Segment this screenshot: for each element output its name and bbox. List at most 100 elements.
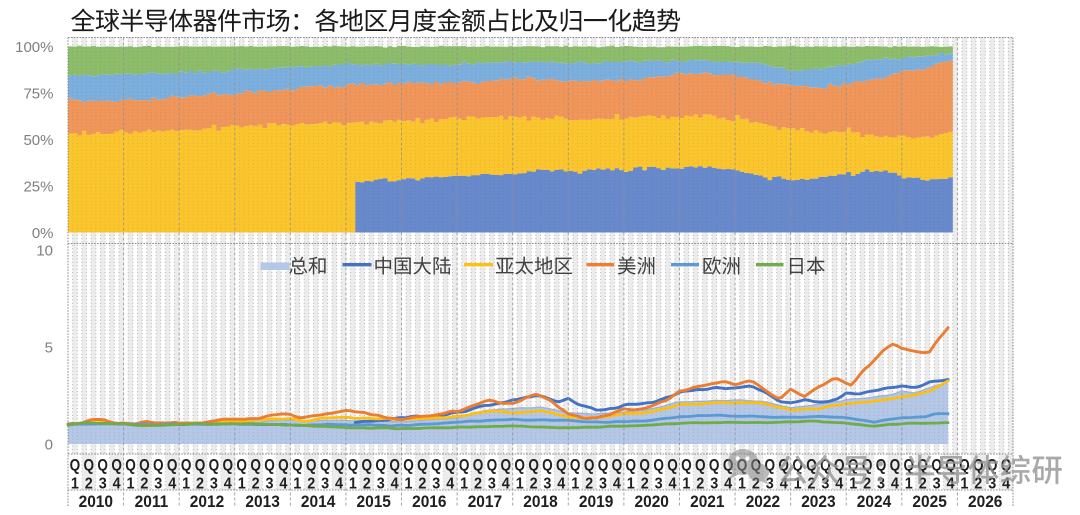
- svg-text:Q: Q: [765, 456, 776, 475]
- svg-text:3: 3: [265, 475, 273, 493]
- svg-text:2: 2: [696, 475, 704, 493]
- svg-text:Q: Q: [848, 456, 859, 475]
- svg-text:2: 2: [585, 475, 593, 493]
- svg-text:2: 2: [919, 475, 927, 493]
- svg-text:Q: Q: [97, 456, 108, 475]
- svg-text:4: 4: [168, 475, 177, 493]
- svg-text:Q: Q: [626, 456, 637, 475]
- svg-text:Q: Q: [501, 456, 512, 475]
- svg-text:Q: Q: [195, 456, 206, 475]
- svg-text:3: 3: [543, 475, 551, 493]
- svg-text:Q: Q: [389, 456, 400, 475]
- svg-text:3: 3: [877, 475, 885, 493]
- svg-text:Q: Q: [153, 456, 164, 475]
- svg-text:Q: Q: [681, 456, 692, 475]
- svg-text:3: 3: [377, 475, 385, 493]
- svg-text:Q: Q: [320, 456, 331, 475]
- svg-text:1: 1: [460, 475, 468, 493]
- svg-text:75%: 75%: [23, 85, 53, 102]
- svg-text:50%: 50%: [23, 132, 53, 149]
- svg-text:10: 10: [36, 242, 53, 259]
- svg-text:2014: 2014: [301, 494, 336, 510]
- svg-text:Q: Q: [236, 456, 247, 475]
- svg-text:Q: Q: [250, 456, 261, 475]
- svg-text:2: 2: [140, 475, 148, 493]
- svg-text:1: 1: [516, 475, 524, 493]
- svg-text:Q: Q: [931, 456, 942, 475]
- svg-text:Q: Q: [820, 456, 831, 475]
- svg-text:2018: 2018: [523, 494, 558, 510]
- svg-text:Q: Q: [278, 456, 289, 475]
- svg-text:Q: Q: [667, 456, 678, 475]
- svg-text:3: 3: [710, 475, 718, 493]
- svg-text:2: 2: [85, 475, 93, 493]
- svg-text:Q: Q: [139, 456, 150, 475]
- svg-text:2011: 2011: [135, 494, 169, 510]
- svg-text:1: 1: [571, 475, 579, 493]
- svg-text:1: 1: [349, 475, 357, 493]
- svg-text:2: 2: [252, 475, 260, 493]
- svg-text:1: 1: [627, 475, 635, 493]
- svg-text:3: 3: [655, 475, 663, 493]
- svg-text:4: 4: [446, 475, 455, 493]
- svg-text:Q: Q: [84, 456, 95, 475]
- svg-text:2: 2: [752, 475, 760, 493]
- svg-text:Q: Q: [806, 456, 817, 475]
- svg-text:1: 1: [71, 475, 79, 493]
- svg-text:Q: Q: [334, 456, 345, 475]
- svg-text:Q: Q: [125, 456, 136, 475]
- svg-text:2019: 2019: [579, 494, 614, 510]
- svg-text:1: 1: [293, 475, 301, 493]
- svg-text:4: 4: [391, 475, 400, 493]
- svg-text:Q: Q: [862, 456, 873, 475]
- svg-text:1: 1: [682, 475, 690, 493]
- svg-text:Q: Q: [167, 456, 178, 475]
- svg-text:2: 2: [418, 475, 426, 493]
- svg-text:4: 4: [502, 475, 511, 493]
- svg-text:2: 2: [530, 475, 538, 493]
- svg-text:Q: Q: [431, 456, 442, 475]
- svg-text:4: 4: [557, 475, 566, 493]
- svg-text:Q: Q: [306, 456, 317, 475]
- svg-text:Q: Q: [417, 456, 428, 475]
- svg-text:2020: 2020: [634, 494, 669, 510]
- svg-text:Q: Q: [598, 456, 609, 475]
- svg-text:1: 1: [794, 475, 802, 493]
- svg-text:2026: 2026: [968, 494, 1003, 510]
- svg-text:3: 3: [599, 475, 607, 493]
- svg-text:4: 4: [724, 475, 733, 493]
- svg-text:2: 2: [474, 475, 482, 493]
- svg-text:100%: 100%: [15, 39, 53, 56]
- svg-text:3: 3: [210, 475, 218, 493]
- svg-text:4: 4: [113, 475, 122, 493]
- svg-text:3: 3: [321, 475, 329, 493]
- svg-text:2017: 2017: [468, 494, 503, 510]
- svg-text:1: 1: [238, 475, 246, 493]
- svg-text:2016: 2016: [412, 494, 447, 510]
- svg-text:25%: 25%: [23, 178, 53, 195]
- svg-text:Q: Q: [487, 456, 498, 475]
- svg-text:2: 2: [196, 475, 204, 493]
- svg-text:Q: Q: [653, 456, 664, 475]
- svg-text:1: 1: [126, 475, 134, 493]
- svg-text:4: 4: [946, 475, 955, 493]
- svg-text:Q: Q: [570, 456, 581, 475]
- svg-text:2010: 2010: [79, 494, 114, 510]
- svg-text:Q: Q: [209, 456, 220, 475]
- svg-text:4: 4: [835, 475, 844, 493]
- svg-text:Q: Q: [945, 456, 956, 475]
- svg-text:3: 3: [933, 475, 941, 493]
- svg-text:Q: Q: [375, 456, 386, 475]
- svg-text:2: 2: [307, 475, 315, 493]
- svg-text:2013: 2013: [245, 494, 280, 510]
- svg-text:Q: Q: [834, 456, 845, 475]
- svg-text:3: 3: [432, 475, 440, 493]
- svg-text:2022: 2022: [746, 494, 781, 510]
- svg-text:Q: Q: [181, 456, 192, 475]
- svg-text:1: 1: [905, 475, 913, 493]
- svg-text:Q: Q: [473, 456, 484, 475]
- svg-text:2012: 2012: [190, 494, 225, 510]
- svg-text:1: 1: [738, 475, 746, 493]
- svg-text:2024: 2024: [857, 494, 892, 510]
- svg-text:1: 1: [849, 475, 857, 493]
